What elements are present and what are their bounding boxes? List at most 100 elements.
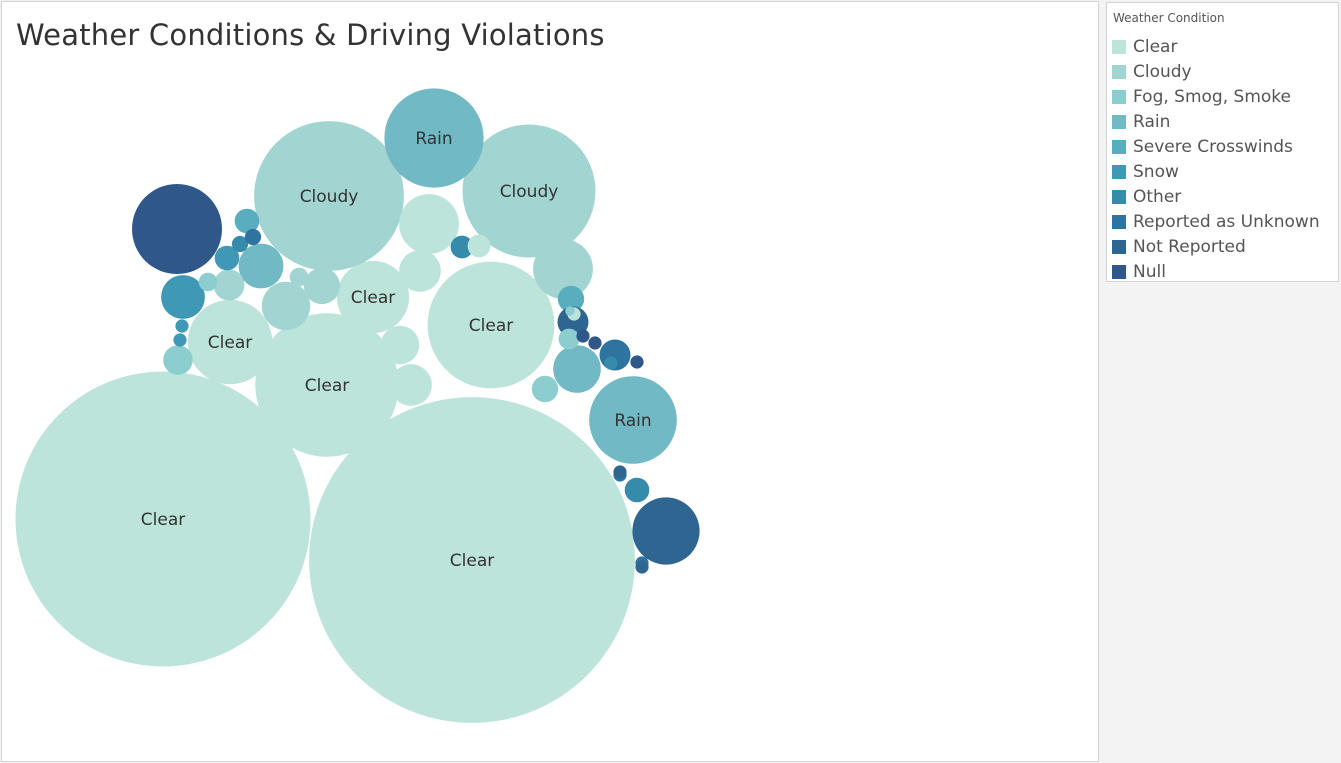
bubble-circle[interactable] bbox=[261, 281, 311, 331]
bubble-clear[interactable] bbox=[399, 194, 459, 254]
bubble-circle[interactable] bbox=[213, 269, 245, 301]
bubble-cloudy[interactable] bbox=[261, 281, 311, 331]
bubble-rain[interactable] bbox=[553, 345, 601, 393]
bubble-circle[interactable] bbox=[588, 336, 602, 350]
bubble-circle[interactable] bbox=[604, 356, 618, 370]
bubble-cloudy[interactable]: Cloudy bbox=[254, 121, 404, 271]
bubble-other[interactable] bbox=[604, 356, 618, 370]
bubble-circle[interactable] bbox=[15, 371, 311, 667]
bubble-clear[interactable]: Clear bbox=[15, 371, 311, 667]
bubble-circle[interactable] bbox=[255, 313, 399, 457]
bubble-rain[interactable]: Rain bbox=[589, 376, 677, 464]
bubble-rain[interactable] bbox=[238, 243, 284, 289]
bubble-severe-crosswinds[interactable] bbox=[557, 285, 585, 313]
legend-item[interactable]: Rain bbox=[1112, 109, 1320, 134]
bubble-circle[interactable] bbox=[467, 234, 491, 258]
bubble-null[interactable] bbox=[630, 355, 644, 369]
bubble-circle[interactable] bbox=[198, 272, 218, 292]
legend-item[interactable]: Other bbox=[1112, 184, 1320, 209]
bubble-clear[interactable]: Clear bbox=[255, 313, 399, 457]
bubble-circle[interactable] bbox=[238, 243, 284, 289]
bubble-severe-crosswinds[interactable] bbox=[234, 208, 260, 234]
bubble-fog-smog-smoke[interactable] bbox=[558, 328, 580, 350]
legend-item[interactable]: Not Reported bbox=[1112, 234, 1320, 259]
bubble-clear[interactable] bbox=[390, 364, 432, 406]
legend-item[interactable]: Severe Crosswinds bbox=[1112, 134, 1320, 159]
bubble-circle[interactable] bbox=[384, 88, 484, 188]
bubble-other[interactable] bbox=[624, 477, 650, 503]
bubble-circle[interactable] bbox=[533, 239, 593, 299]
bubble-circle[interactable] bbox=[589, 376, 677, 464]
bubble-circle[interactable] bbox=[309, 397, 635, 723]
bubble-fog-smog-smoke[interactable] bbox=[565, 306, 575, 316]
bubble-circle[interactable] bbox=[624, 477, 650, 503]
bubble-clear[interactable] bbox=[467, 234, 491, 258]
bubble-other[interactable] bbox=[231, 235, 249, 253]
bubble-cloudy[interactable] bbox=[213, 269, 245, 301]
bubble-not-reported[interactable] bbox=[632, 497, 700, 565]
bubble-clear[interactable] bbox=[399, 250, 441, 292]
bubble-circle[interactable] bbox=[427, 261, 555, 389]
bubble-clear[interactable]: Clear bbox=[187, 299, 273, 385]
legend-item[interactable]: Cloudy bbox=[1112, 59, 1320, 84]
legend-item[interactable]: Snow bbox=[1112, 159, 1320, 184]
bubble-circle[interactable] bbox=[175, 319, 189, 333]
bubble-circle[interactable] bbox=[557, 285, 585, 313]
bubble-snow[interactable] bbox=[161, 275, 205, 319]
legend-item[interactable]: Fog, Smog, Smoke bbox=[1112, 84, 1320, 109]
bubble-rain[interactable]: Rain bbox=[384, 88, 484, 188]
bubble-circle[interactable] bbox=[163, 345, 193, 375]
legend-item[interactable]: Reported as Unknown bbox=[1112, 209, 1320, 234]
bubble-circle[interactable] bbox=[244, 228, 262, 246]
bubble-circle[interactable] bbox=[214, 245, 240, 271]
legend-item[interactable]: Clear bbox=[1112, 34, 1320, 59]
bubble-null[interactable] bbox=[576, 329, 590, 343]
bubble-circle[interactable] bbox=[632, 497, 700, 565]
bubble-circle[interactable] bbox=[531, 375, 559, 403]
bubble-circle[interactable] bbox=[231, 235, 249, 253]
bubble-circle[interactable] bbox=[234, 208, 260, 234]
bubble-circle[interactable] bbox=[565, 306, 575, 316]
bubble-circle[interactable] bbox=[390, 364, 432, 406]
bubble-circle[interactable] bbox=[558, 328, 580, 350]
bubble-circle[interactable] bbox=[613, 465, 627, 479]
bubble-circle[interactable] bbox=[132, 184, 222, 274]
bubble-circle[interactable] bbox=[399, 250, 441, 292]
bubble-fog-smog-smoke[interactable] bbox=[531, 375, 559, 403]
bubble-not-reported[interactable] bbox=[635, 560, 649, 574]
bubble-circle[interactable] bbox=[450, 235, 474, 259]
bubble-circle[interactable] bbox=[187, 299, 273, 385]
bubble-circle[interactable] bbox=[173, 333, 187, 347]
bubble-clear[interactable]: Clear bbox=[309, 397, 635, 723]
bubble-cloudy[interactable] bbox=[289, 267, 309, 287]
bubble-fog-smog-smoke[interactable] bbox=[198, 272, 218, 292]
bubble-null[interactable] bbox=[588, 336, 602, 350]
bubble-null[interactable] bbox=[132, 184, 222, 274]
bubble-clear[interactable]: Clear bbox=[336, 260, 410, 334]
bubble-fog-smog-smoke[interactable] bbox=[163, 345, 193, 375]
legend-item[interactable]: Null bbox=[1112, 259, 1320, 284]
bubble-circle[interactable] bbox=[380, 325, 420, 365]
bubble-cloudy[interactable] bbox=[533, 239, 593, 299]
bubble-circle[interactable] bbox=[462, 124, 596, 258]
bubble-cloudy[interactable] bbox=[303, 267, 341, 305]
bubble-circle[interactable] bbox=[336, 260, 410, 334]
bubble-clear[interactable] bbox=[380, 325, 420, 365]
bubble-circle[interactable] bbox=[553, 345, 601, 393]
bubble-other[interactable] bbox=[450, 235, 474, 259]
bubble-circle[interactable] bbox=[254, 121, 404, 271]
bubble-clear[interactable]: Clear bbox=[427, 261, 555, 389]
bubble-circle[interactable] bbox=[289, 267, 309, 287]
bubble-circle[interactable] bbox=[630, 355, 644, 369]
bubble-reported-as-unknown[interactable] bbox=[244, 228, 262, 246]
bubble-circle[interactable] bbox=[303, 267, 341, 305]
bubble-circle[interactable] bbox=[161, 275, 205, 319]
bubble-snow[interactable] bbox=[173, 333, 187, 347]
bubble-cloudy[interactable]: Cloudy bbox=[462, 124, 596, 258]
bubble-circle[interactable] bbox=[635, 560, 649, 574]
bubble-not-reported[interactable] bbox=[613, 465, 627, 479]
bubble-snow[interactable] bbox=[175, 319, 189, 333]
bubble-circle[interactable] bbox=[399, 194, 459, 254]
bubble-snow[interactable] bbox=[214, 245, 240, 271]
bubble-circle[interactable] bbox=[576, 329, 590, 343]
